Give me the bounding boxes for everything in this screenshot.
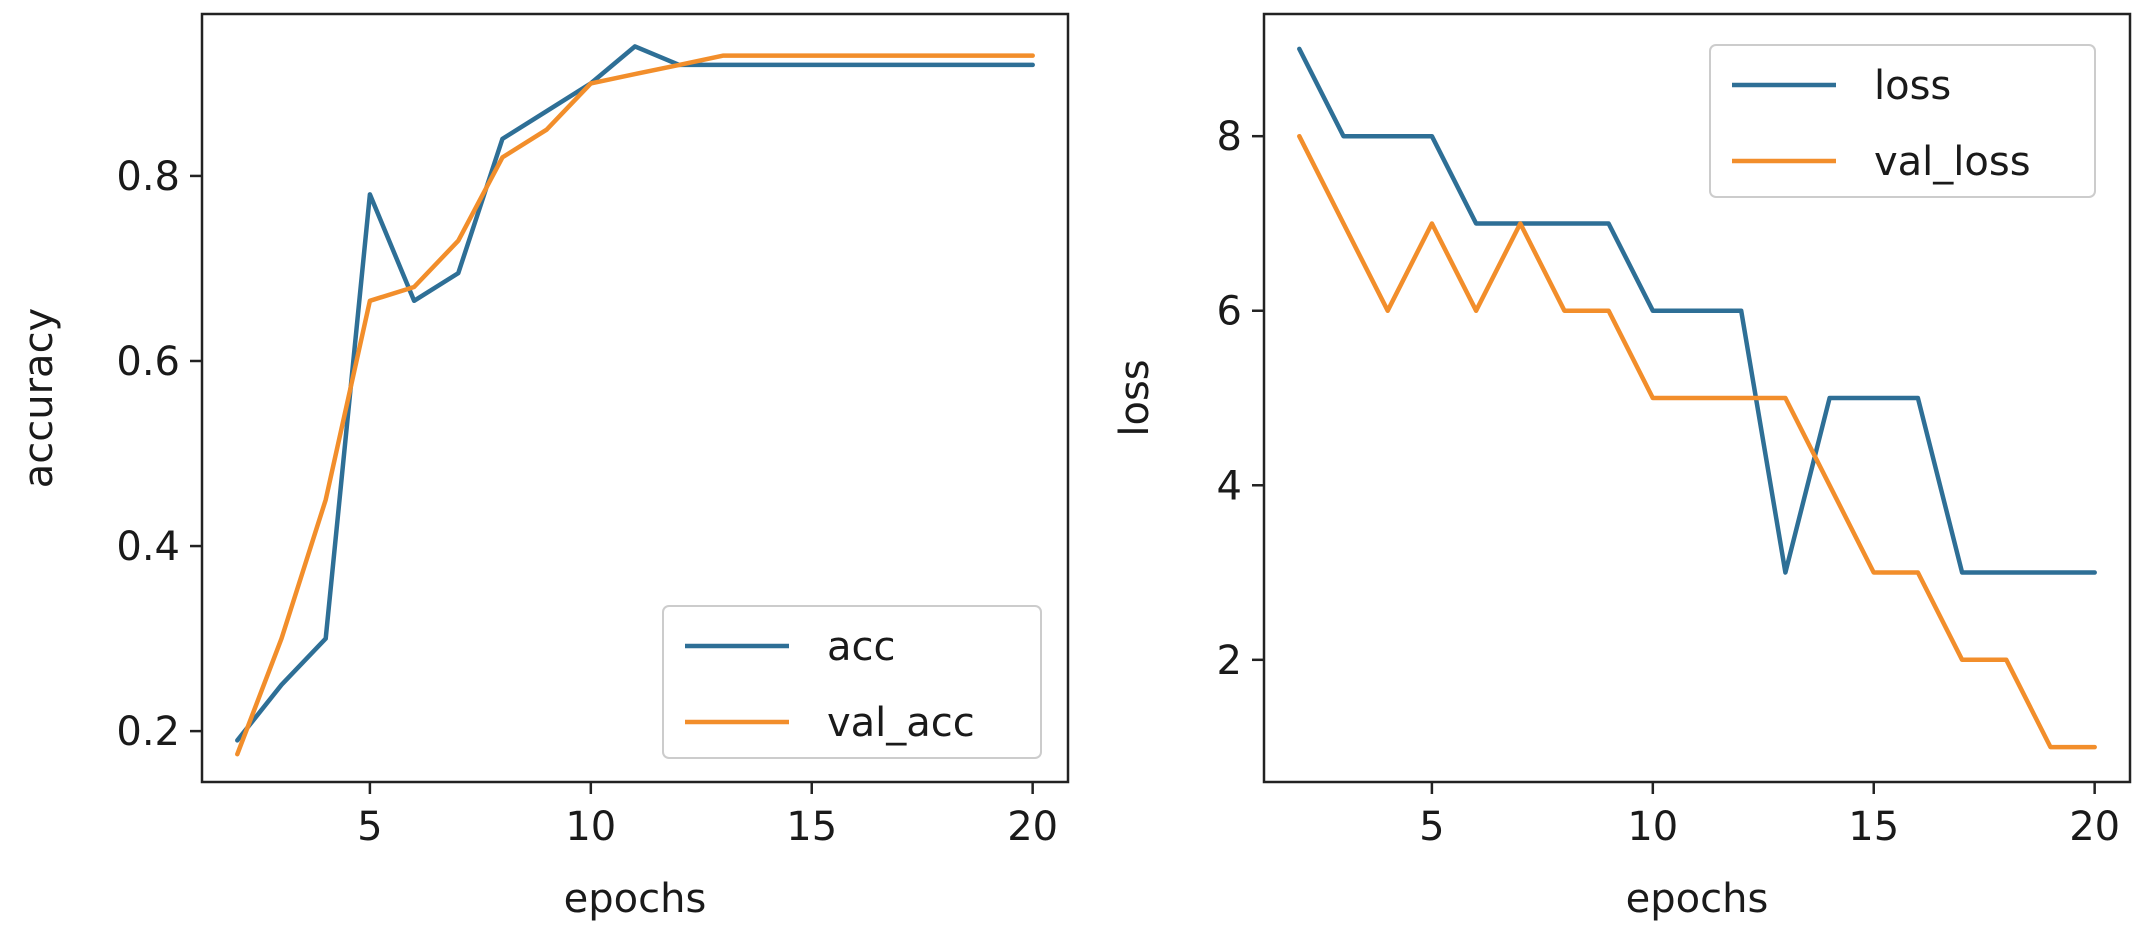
x-tick-label: 15: [1848, 804, 1899, 850]
y-axis-label: loss: [1112, 359, 1158, 436]
series-line-val-acc: [235, 53, 1035, 757]
series-line-loss: [1297, 46, 2097, 575]
y-tick-label: 2: [1217, 638, 1242, 684]
y-tick-label: 6: [1217, 289, 1242, 335]
x-tick-label: 20: [1007, 804, 1058, 850]
y-tick-label: 0.8: [116, 154, 180, 200]
x-tick-label: 5: [357, 804, 382, 850]
legend: loss val_loss: [1709, 44, 2096, 198]
x-tick-label: 15: [786, 804, 837, 850]
x-axis-label: epochs: [1626, 876, 1769, 922]
plot-frame: [200, 12, 1070, 784]
series-line-acc: [235, 44, 1035, 743]
y-tick-label: 0.2: [116, 709, 180, 755]
plot-frame: [1262, 12, 2132, 784]
legend-label-val-loss: val_loss: [1874, 139, 2031, 185]
accuracy-chart: 5 10 15 20 0.2 0.4 0.6 0.8 epochs accuracy acc val_…: [16, 12, 1070, 922]
x-tick-label: 20: [2069, 804, 2120, 850]
x-tick-label: 10: [1627, 804, 1678, 850]
y-axis-label: accuracy: [16, 308, 62, 488]
legend-label-loss: loss: [1874, 63, 1951, 109]
x-axis-label: epochs: [564, 876, 707, 922]
y-tick-label: 0.6: [116, 339, 180, 385]
legend-label-val-acc: val_acc: [827, 700, 975, 746]
legend-label-acc: acc: [827, 624, 896, 670]
y-tick-label: 0.4: [116, 524, 180, 570]
loss-chart: 5 10 15 20 2 4 6 8 epochs loss loss val_loss: [1112, 12, 2132, 922]
x-tick-label: 10: [565, 804, 616, 850]
y-tick-label: 8: [1217, 114, 1242, 160]
y-tick-label: 4: [1217, 463, 1242, 509]
x-tick-label: 5: [1419, 804, 1444, 850]
legend: acc val_acc: [662, 605, 1042, 759]
series-line-val-loss: [1297, 133, 2097, 750]
